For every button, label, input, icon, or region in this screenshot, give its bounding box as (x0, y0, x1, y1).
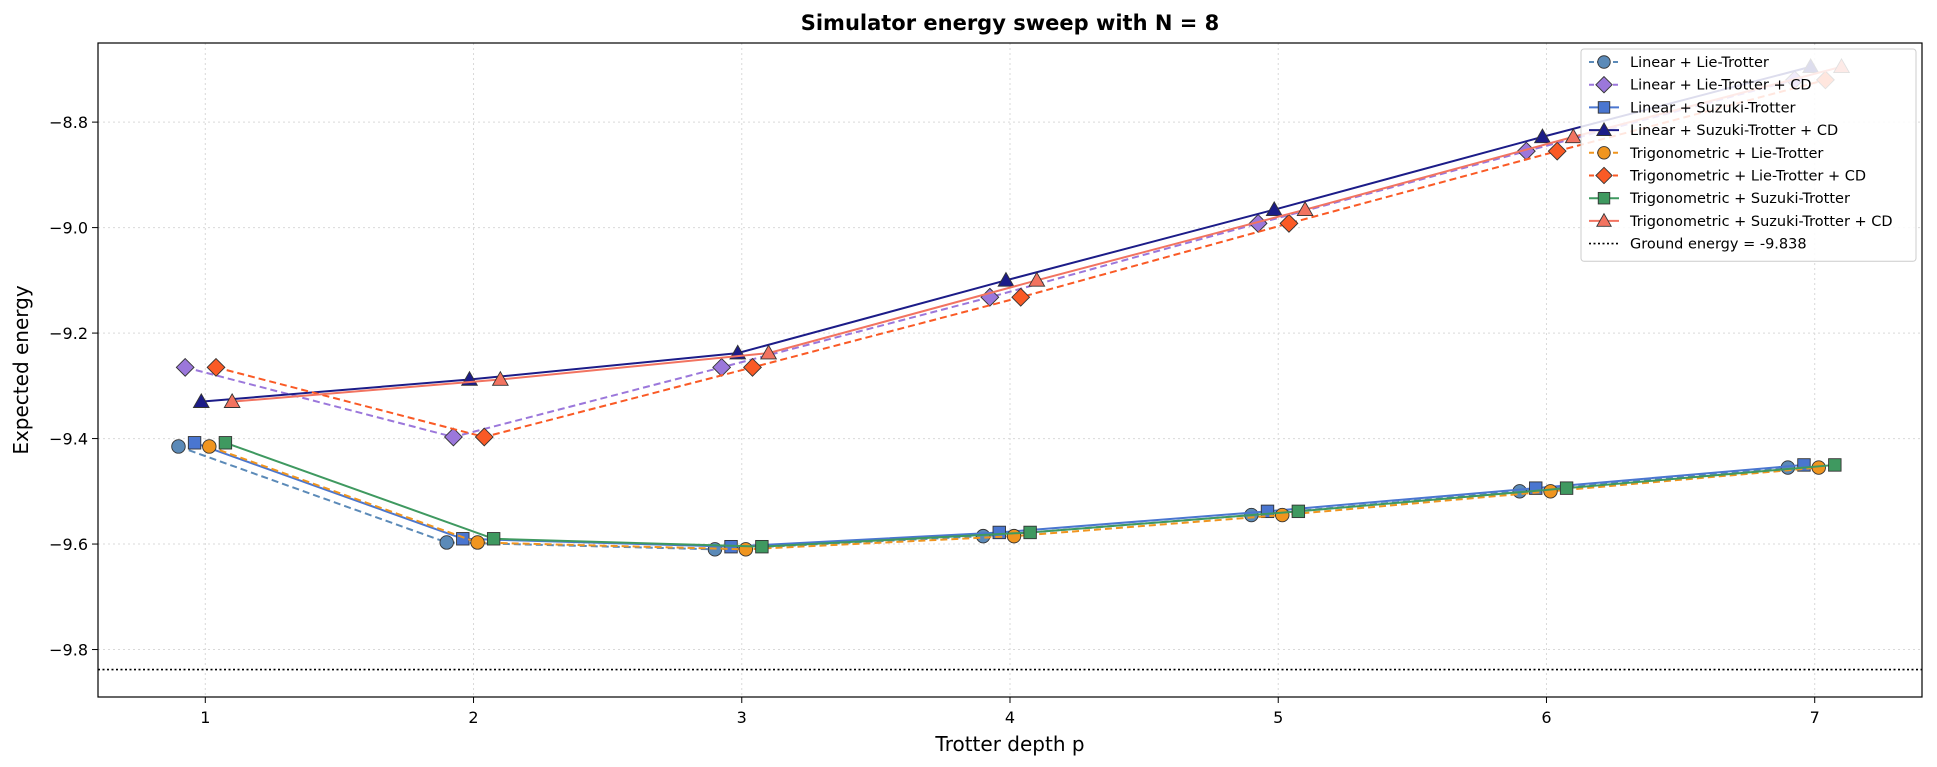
data-point (992, 525, 1006, 540)
x-tick-label: 3 (737, 708, 747, 727)
legend-label: Linear + Lie-Trotter (1630, 55, 1769, 71)
chart-title: Simulator energy sweep with N = 8 (801, 11, 1220, 35)
data-point (1028, 271, 1046, 287)
y-tick-label: −9.6 (49, 535, 88, 554)
y-tick-label: −9.0 (49, 219, 88, 238)
data-point (456, 532, 470, 546)
data-point (1543, 484, 1558, 499)
data-point (1011, 287, 1031, 307)
series-layer (171, 58, 1851, 557)
y-tick-label: −9.8 (49, 641, 88, 660)
legend-item: Trigonometric + Suzuki-Trotter + CD (1589, 212, 1893, 230)
legend-label: Linear + Suzuki-Trotter (1630, 100, 1795, 116)
data-point (175, 357, 195, 377)
legend-label: Ground energy = -9.838 (1630, 237, 1807, 253)
x-axis-title: Trotter depth p (934, 732, 1084, 756)
axis-ticks: 1 2 3 4 5 6 7 −9.8 −9.6 −9.4 −9.2 −9.0 −8.8 (49, 113, 1820, 727)
data-point (1291, 504, 1306, 519)
legend-marker (1595, 75, 1613, 94)
y-tick-label: −9.4 (49, 430, 88, 449)
x-tick-label: 1 (200, 708, 210, 727)
legend-marker (1596, 121, 1612, 136)
data-point (1564, 128, 1582, 144)
data-point (997, 271, 1015, 287)
data-point (1275, 507, 1290, 523)
legend-item: Linear + Suzuki-Trotter (1589, 100, 1795, 116)
data-point (491, 370, 509, 386)
y-tick-label: −9.2 (49, 324, 88, 343)
x-tick-label: 4 (1005, 708, 1015, 727)
legend: Linear + Lie-Trotter Linear + Lie-Trotter… (1580, 48, 1917, 262)
data-point (171, 439, 186, 454)
y-axis-title: Expected energy (9, 285, 33, 455)
legend-label: Trigonometric + Suzuki-Trotter + CD (1629, 214, 1893, 230)
data-point (1533, 128, 1552, 144)
legend-item: Linear + Lie-Trotter (1589, 55, 1769, 71)
data-point (1023, 525, 1037, 540)
data-point (218, 436, 233, 450)
legend-marker (1597, 55, 1611, 69)
data-point (439, 535, 454, 550)
data-point (443, 427, 463, 447)
legend-item-ground-energy: Ground energy = -9.838 (1589, 237, 1807, 253)
legend-label: Trigonometric + Lie-Trotter + CD (1629, 169, 1866, 185)
data-point (1006, 528, 1022, 544)
x-tick-label: 5 (1273, 708, 1283, 727)
legend-item: Trigonometric + Lie-Trotter + CD (1589, 166, 1866, 185)
data-point (760, 344, 778, 360)
legend-label: Trigonometric + Lie-Trotter (1629, 146, 1823, 162)
legend-box (1580, 48, 1917, 262)
y-tick-label: −8.8 (49, 113, 88, 132)
data-point (202, 439, 217, 454)
legend-marker (1597, 191, 1611, 205)
series-6 (218, 436, 1842, 554)
legend-item: Linear + Lie-Trotter + CD (1589, 75, 1812, 94)
x-tick-label: 7 (1810, 708, 1820, 727)
data-point (206, 357, 226, 377)
data-point (1559, 481, 1574, 495)
data-point (223, 392, 241, 408)
series-5 (206, 70, 1835, 447)
x-tick-label: 2 (468, 708, 478, 727)
legend-label: Trigonometric + Suzuki-Trotter (1629, 191, 1850, 207)
data-point (192, 392, 210, 408)
x-tick-label: 6 (1541, 708, 1551, 727)
legend-marker (1595, 166, 1613, 185)
data-point (755, 539, 769, 554)
legend-label: Linear + Lie-Trotter + CD (1630, 78, 1812, 94)
legend-label: Linear + Suzuki-Trotter + CD (1630, 123, 1838, 139)
data-point (474, 427, 494, 447)
data-point (1828, 458, 1842, 472)
data-point (738, 542, 753, 557)
legend-marker (1597, 146, 1611, 160)
legend-marker (1597, 101, 1611, 114)
data-point (187, 436, 202, 450)
data-point (743, 357, 762, 377)
data-point (1547, 141, 1567, 161)
legend-item: Trigonometric + Lie-Trotter (1589, 146, 1823, 162)
data-point (470, 535, 485, 550)
legend-item: Linear + Suzuki-Trotter + CD (1589, 121, 1838, 139)
legend-item: Trigonometric + Suzuki-Trotter (1589, 191, 1850, 207)
data-point (1279, 213, 1299, 233)
data-point (1296, 200, 1314, 216)
data-point (1265, 200, 1283, 216)
legend-marker (1596, 212, 1612, 227)
data-point (486, 532, 501, 546)
